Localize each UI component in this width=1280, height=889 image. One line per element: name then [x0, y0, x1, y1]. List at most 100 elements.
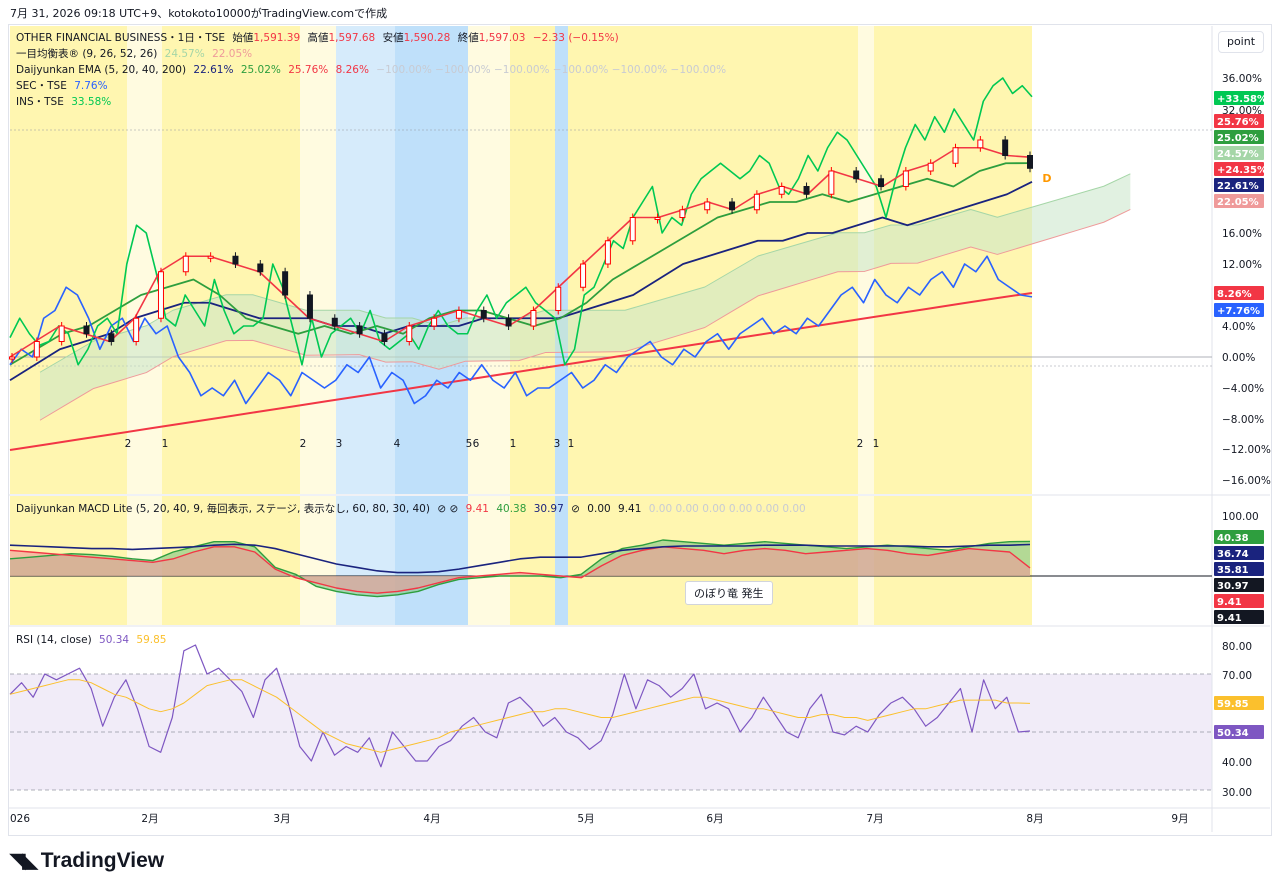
stage-marker: 1 — [510, 438, 517, 450]
macd-badge-bg — [1214, 530, 1264, 544]
time-axis-label: 4月 — [423, 813, 440, 825]
price-axis-label: −8.00% — [1222, 414, 1264, 426]
ema200-line — [9, 291, 1033, 451]
candle-body — [902, 170, 909, 187]
candle-body — [108, 333, 115, 342]
macd-line-green — [9, 539, 1031, 598]
ema20-line — [9, 162, 1033, 366]
candle-body — [828, 170, 835, 195]
rsi-badge: 50.34 — [1217, 728, 1249, 739]
stage-zone-macd — [336, 496, 395, 625]
macd-value-4: 0.00 — [587, 503, 611, 515]
candle-body — [878, 178, 885, 187]
rsi-axis-label: 40.00 — [1222, 757, 1252, 769]
macd-badge: 40.38 — [1217, 533, 1249, 544]
main-badge-bg — [1214, 194, 1264, 208]
tradingview-logo[interactable]: ◥◣ TradingView — [10, 848, 164, 873]
main-legend: OTHER FINANCIAL BUSINESS・1日・TSE 始値1,591.… — [16, 31, 623, 45]
ema-legend[interactable]: Daijyunkan EMA (5, 20, 40, 200) 22.61% 2… — [16, 63, 730, 77]
ema-extra-values: −100.00% −100.00% −100.00% −100.00% −100… — [376, 64, 727, 76]
low-label: 安値 — [382, 32, 404, 44]
macd-value-1: 9.41 — [465, 503, 489, 515]
stage-marker: 6 — [473, 438, 480, 450]
sec-legend[interactable]: SEC・TSE 7.76% — [16, 79, 112, 93]
candle-body — [977, 139, 984, 149]
ins-value: 33.58% — [71, 96, 112, 108]
ichimoku-cloud — [40, 173, 1131, 421]
macd-badge: 35.81 — [1217, 565, 1249, 576]
candle-body — [282, 271, 289, 296]
macd-icons: ⊘ ⊘ — [437, 503, 459, 515]
main-badge-bg — [1214, 303, 1264, 317]
time-axis-label: 9月 — [1171, 813, 1188, 825]
stage-zone-main — [127, 26, 162, 494]
macd-line-red — [9, 546, 1031, 594]
time-axis-label: 7月 — [866, 813, 883, 825]
rsi-badge-bg — [1214, 696, 1264, 710]
candle-body — [257, 263, 264, 273]
chart-frame — [8, 24, 1272, 836]
ema5-line — [9, 146, 1033, 358]
rsi-line — [9, 644, 1031, 768]
low-value: 1,590.28 — [403, 32, 451, 44]
candle-body — [803, 186, 810, 195]
price-axis-label: −12.00% — [1222, 444, 1271, 456]
candle-body — [9, 356, 15, 360]
candle-body — [629, 217, 636, 242]
stage-marker: 1 — [568, 438, 575, 450]
macd-legend[interactable]: Daijyunkan MACD Lite (5, 20, 40, 9, 毎回表示… — [16, 502, 810, 516]
ichimoku-legend[interactable]: 一目均衡表® (9, 26, 52, 26) 24.57% 22.05% — [16, 47, 256, 61]
tradingview-logo-text: TradingView — [40, 848, 165, 872]
ins-name: INS・TSE — [16, 96, 64, 108]
stage-zone-main — [300, 26, 336, 494]
sec-value: 7.76% — [74, 80, 108, 92]
candle-body — [753, 193, 760, 211]
main-badge-bg — [1214, 178, 1264, 192]
main-badge: 25.02% — [1217, 133, 1259, 144]
ema-value-1: 22.61% — [193, 64, 234, 76]
macd-badge-bg — [1214, 594, 1264, 608]
stage-marker: 4 — [394, 438, 401, 450]
ema-value-3: 25.76% — [288, 64, 329, 76]
ema-value-4: 8.26% — [335, 64, 369, 76]
rsi-legend[interactable]: RSI (14, close) 50.34 59.85 — [16, 633, 170, 647]
macd-value-3: 30.97 — [533, 503, 564, 515]
candle-body — [1027, 155, 1033, 169]
main-badge-bg — [1214, 162, 1264, 176]
candle-body — [580, 263, 587, 288]
open-label: 始値 — [232, 32, 254, 44]
ins-legend[interactable]: INS・TSE 33.58% — [16, 95, 115, 109]
candle-body — [505, 317, 512, 327]
candle-body — [679, 209, 686, 218]
symbol-title[interactable]: OTHER FINANCIAL BUSINESS・1日・TSE — [16, 32, 226, 44]
macd-fill-red — [10, 546, 1030, 594]
macd-line-navy — [9, 543, 1031, 574]
main-badge: +7.76% — [1217, 306, 1260, 317]
candle-body — [232, 255, 239, 265]
macd-badge-bg — [1214, 562, 1264, 576]
candle-body — [729, 201, 736, 211]
stage-marker: 2 — [300, 438, 307, 450]
scale-mode-button[interactable]: point — [1218, 31, 1264, 53]
close-label: 終値 — [457, 32, 479, 44]
candle-body — [406, 325, 413, 342]
stage-marker: 2 — [125, 438, 132, 450]
price-axis-label: 0.00% — [1222, 352, 1255, 364]
candle-body — [1002, 139, 1009, 156]
price-axis-label: 4.00% — [1222, 321, 1255, 333]
candle-body — [778, 186, 785, 195]
main-badge: +24.35% — [1217, 165, 1267, 176]
price-axis-label: −4.00% — [1222, 383, 1264, 395]
candle-body — [182, 255, 189, 273]
candle-body — [853, 170, 860, 180]
chart-header: 7月 31, 2026 09:18 UTC+9、kotokoto10000がTr… — [10, 7, 388, 20]
open-value: 1,591.39 — [253, 32, 301, 44]
rsi-name: RSI (14, close) — [16, 634, 92, 646]
macd-badge: 30.97 — [1217, 581, 1249, 592]
candle-body — [381, 333, 388, 342]
time-axis-label: 026 — [10, 813, 30, 825]
macd-badge-bg — [1214, 578, 1264, 592]
main-badge-bg — [1214, 130, 1264, 144]
candle-body — [654, 217, 661, 220]
